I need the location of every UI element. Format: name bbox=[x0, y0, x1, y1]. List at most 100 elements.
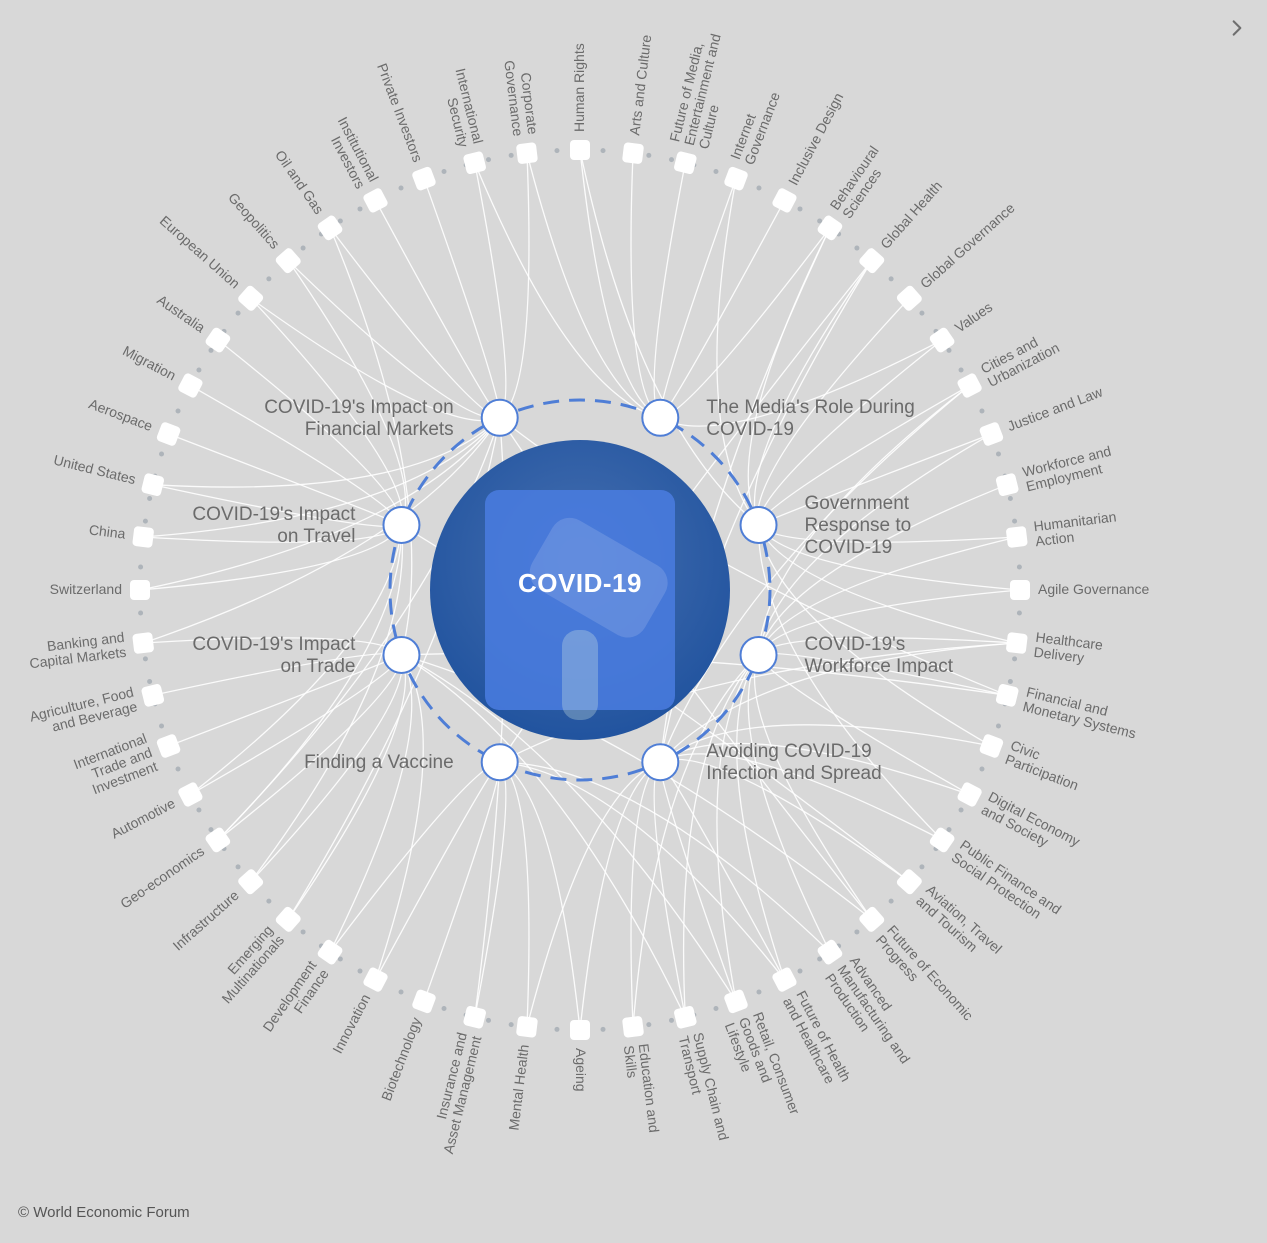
outer-node[interactable] bbox=[622, 142, 644, 164]
outer-label: Justice and Law bbox=[1005, 383, 1105, 434]
outer-label: Aerospace bbox=[87, 395, 155, 434]
inner-node[interactable] bbox=[642, 400, 678, 436]
outer-node[interactable] bbox=[362, 187, 389, 214]
outer-label: Migration bbox=[120, 342, 178, 383]
inner-label: GovernmentResponse toCOVID-19 bbox=[805, 493, 912, 558]
outer-label: Human Rights bbox=[571, 43, 587, 132]
outer-label: Automotive bbox=[108, 795, 178, 842]
inner-label: COVID-19'sWorkforce Impact bbox=[805, 634, 954, 677]
outer-node[interactable] bbox=[771, 187, 798, 214]
chevron-right-icon[interactable] bbox=[1227, 18, 1247, 38]
outer-label: Banking andCapital Markets bbox=[27, 629, 127, 671]
outer-node[interactable] bbox=[858, 905, 886, 933]
outer-node[interactable] bbox=[771, 966, 798, 993]
outer-node[interactable] bbox=[1006, 526, 1028, 548]
outer-node[interactable] bbox=[362, 966, 389, 993]
outer-node[interactable] bbox=[516, 142, 538, 164]
inner-label: The Media's Role DuringCOVID-19 bbox=[706, 397, 915, 440]
outer-label: Geopolitics bbox=[225, 189, 283, 251]
outer-node[interactable] bbox=[516, 1016, 538, 1038]
outer-node[interactable] bbox=[858, 247, 886, 275]
outer-label: Aviation, Traveland Tourism bbox=[913, 881, 1005, 968]
outer-label: Cities andUrbanization bbox=[978, 326, 1062, 390]
outer-node[interactable] bbox=[979, 733, 1005, 759]
outer-label: Private Investors bbox=[374, 61, 426, 164]
outer-label: Financial andMonetary Systems bbox=[1021, 684, 1141, 742]
inner-label: COVID-19's Impact onFinancial Markets bbox=[264, 397, 453, 440]
outer-node[interactable] bbox=[463, 151, 487, 175]
inner-node[interactable] bbox=[741, 507, 777, 543]
outer-node[interactable] bbox=[132, 632, 154, 654]
outer-node[interactable] bbox=[956, 781, 983, 808]
outer-label: InstitutionalInvestors bbox=[321, 114, 381, 191]
outer-label: Geo-economics bbox=[117, 843, 207, 912]
outer-label: Retail, ConsumerGoods andLifestyle bbox=[722, 1010, 803, 1128]
outer-node[interactable] bbox=[204, 326, 232, 354]
outer-node[interactable] bbox=[411, 989, 437, 1015]
outer-label: EmergingMultinationals bbox=[207, 922, 287, 1007]
outer-node[interactable] bbox=[316, 938, 344, 966]
outer-node[interactable] bbox=[141, 683, 165, 707]
inner-label: Finding a Vaccine bbox=[304, 752, 454, 773]
outer-node[interactable] bbox=[995, 683, 1019, 707]
inner-node[interactable] bbox=[482, 744, 518, 780]
outer-node[interactable] bbox=[673, 151, 697, 175]
outer-label: Biotechnology bbox=[378, 1015, 424, 1103]
outer-node[interactable] bbox=[274, 905, 302, 933]
outer-node[interactable] bbox=[463, 1005, 487, 1029]
outer-label: Ageing bbox=[573, 1048, 589, 1092]
outer-label: Agile Governance bbox=[1038, 581, 1150, 597]
outer-node[interactable] bbox=[928, 326, 956, 354]
inner-node[interactable] bbox=[383, 507, 419, 543]
outer-node[interactable] bbox=[1010, 580, 1030, 600]
credit-text: © World Economic Forum bbox=[18, 1204, 190, 1221]
outer-node[interactable] bbox=[156, 733, 182, 759]
outer-node[interactable] bbox=[411, 166, 437, 192]
outer-node[interactable] bbox=[723, 166, 749, 192]
outer-label: Global Governance bbox=[917, 199, 1018, 291]
outer-label: CivicParticipation bbox=[1003, 737, 1086, 793]
outer-node[interactable] bbox=[673, 1005, 697, 1029]
inner-node[interactable] bbox=[642, 744, 678, 780]
outer-node[interactable] bbox=[141, 473, 165, 497]
outer-node[interactable] bbox=[1006, 632, 1028, 654]
outer-node[interactable] bbox=[130, 580, 150, 600]
outer-node[interactable] bbox=[570, 1020, 590, 1040]
inner-node[interactable] bbox=[741, 637, 777, 673]
outer-label: China bbox=[88, 521, 126, 541]
outer-label: Infrastructure bbox=[169, 887, 242, 954]
outer-node[interactable] bbox=[979, 421, 1005, 447]
outer-label: Innovation bbox=[329, 991, 373, 1056]
outer-label: DevelopmentFinance bbox=[259, 957, 331, 1043]
outer-node[interactable] bbox=[956, 372, 983, 399]
outer-label: Australia bbox=[154, 291, 208, 335]
outer-label: Workforce andEmployment bbox=[1021, 443, 1117, 495]
outer-label: InternationalTrade andInvestment bbox=[71, 730, 159, 800]
outer-node[interactable] bbox=[156, 421, 182, 447]
outer-node[interactable] bbox=[177, 781, 204, 808]
outer-node[interactable] bbox=[895, 868, 923, 896]
outer-label: InternetGovernance bbox=[727, 84, 783, 167]
outer-label: Values bbox=[952, 299, 995, 336]
outer-label: Inclusive Design bbox=[785, 90, 847, 188]
outer-label: HealthcareDelivery bbox=[1033, 629, 1104, 668]
outer-label: European Union bbox=[157, 212, 243, 291]
outer-node[interactable] bbox=[816, 214, 844, 242]
outer-node[interactable] bbox=[177, 372, 204, 399]
outer-label: CorporateGovernance bbox=[501, 58, 541, 138]
inner-label: Avoiding COVID-19Infection and Spread bbox=[706, 741, 881, 784]
outer-node[interactable] bbox=[622, 1016, 644, 1038]
outer-node[interactable] bbox=[723, 989, 749, 1015]
outer-node[interactable] bbox=[316, 214, 344, 242]
inner-node[interactable] bbox=[482, 400, 518, 436]
outer-label: BehaviouralSciences bbox=[827, 143, 895, 221]
inner-node[interactable] bbox=[383, 637, 419, 673]
diagram-stage: COVID-19COVID-19's Impact onFinancial Ma… bbox=[0, 0, 1267, 1243]
network-diagram: COVID-19COVID-19's Impact onFinancial Ma… bbox=[0, 0, 1267, 1243]
outer-node[interactable] bbox=[132, 526, 154, 548]
outer-label: United States bbox=[52, 452, 137, 488]
outer-node[interactable] bbox=[995, 473, 1019, 497]
outer-node[interactable] bbox=[570, 140, 590, 160]
outer-label: Future of Media,Entertainment andCulture bbox=[666, 28, 738, 150]
outer-label: Supply Chain andTransport bbox=[676, 1031, 733, 1146]
